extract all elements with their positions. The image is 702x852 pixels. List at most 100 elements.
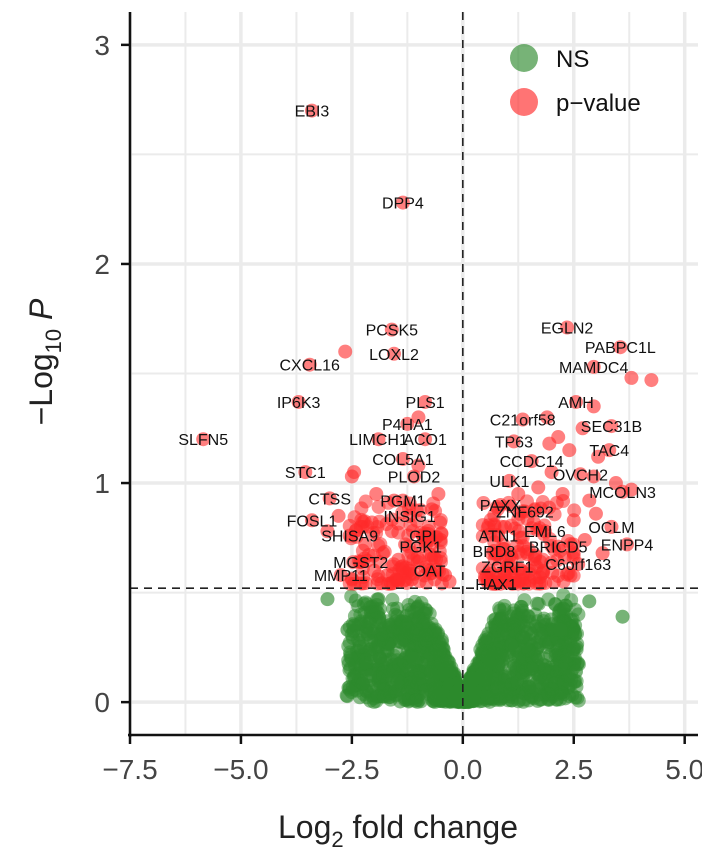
gene-label: C21orf58 [490, 413, 556, 430]
sig-point [568, 394, 583, 409]
sig-point [588, 506, 603, 521]
ns-point [582, 594, 597, 609]
gene-label: CTSS [308, 491, 351, 508]
sig-point [358, 537, 373, 552]
legend-swatch [510, 88, 538, 116]
ns-point [540, 640, 555, 655]
sig-point [497, 519, 512, 534]
ns-point [521, 643, 536, 658]
x-axis-title: Log2 fold change [278, 809, 518, 847]
ns-point [393, 634, 408, 649]
sig-point [424, 502, 439, 517]
ns-point [425, 628, 440, 643]
gene-label: ENPP4 [601, 537, 654, 554]
gene-label: PLS1 [406, 395, 445, 412]
cutoff-lines [130, 12, 698, 735]
ns-point [356, 687, 371, 702]
gene-label: PAXX [480, 498, 522, 515]
sig-point [291, 394, 306, 409]
gene-label: TAC4 [589, 443, 629, 460]
sig-point [502, 473, 517, 488]
sig-point [404, 572, 419, 587]
ns-point [543, 612, 558, 627]
gene-label: EGLN2 [541, 320, 594, 337]
sig-point [504, 550, 519, 565]
ns-point [564, 593, 579, 608]
x-tick-label: 2.5 [554, 754, 593, 785]
legend-label: p−value [556, 90, 641, 117]
ns-point [371, 592, 386, 607]
ns-point [352, 639, 367, 654]
sig-point [302, 357, 317, 372]
sig-point [400, 416, 415, 431]
sig-point [478, 572, 492, 587]
gene-label: SHISA9 [321, 529, 378, 546]
sig-point [384, 322, 399, 337]
gene-label: STC1 [285, 465, 326, 482]
x-tick-label: −2.5 [324, 754, 379, 785]
ns-point [496, 623, 511, 638]
sig-point [493, 497, 508, 512]
gene-label: MGST2 [333, 555, 388, 572]
sig-point [544, 465, 559, 480]
gene-label: ACO1 [403, 432, 447, 449]
ns-point [477, 672, 492, 687]
sig-point [371, 432, 386, 447]
ns-point [433, 693, 448, 708]
sig-point [333, 568, 348, 583]
x-tick-label: −5.0 [213, 754, 268, 785]
sig-point [604, 519, 619, 534]
sig-point [582, 493, 597, 508]
sig-point [475, 529, 490, 544]
ns-point [504, 677, 519, 692]
sig-point [515, 412, 530, 427]
gene-label: PABPC1L [585, 340, 656, 357]
sig-point [431, 487, 446, 501]
significant-points [196, 103, 659, 591]
gene-label: MCOLN3 [589, 485, 656, 502]
sig-point [517, 504, 532, 519]
sig-point [345, 572, 360, 587]
legend-swatch [510, 44, 538, 72]
gene-label: PGK1 [399, 540, 442, 557]
gene-label: HAX1 [475, 577, 517, 594]
sig-point [577, 533, 592, 548]
sig-point [422, 563, 437, 578]
gene-label: OVCH2 [553, 467, 608, 484]
sig-point [402, 508, 417, 523]
sig-point [489, 576, 504, 591]
ns-point [524, 661, 539, 676]
sig-point [367, 563, 382, 578]
ns-point [376, 669, 391, 684]
ns-point [465, 671, 480, 686]
sig-point [358, 494, 373, 509]
sig-point [387, 493, 402, 508]
sig-point [353, 519, 368, 534]
sig-point [644, 373, 659, 388]
gene-label: PLOD2 [388, 469, 441, 486]
sig-point [322, 491, 337, 506]
gene-label: FOSL1 [287, 513, 338, 530]
gene-label: ATN1 [478, 529, 518, 546]
ns-point [481, 650, 496, 665]
sig-point [442, 574, 457, 589]
sig-point [380, 568, 395, 583]
sig-point [353, 554, 368, 569]
sig-point [476, 495, 491, 510]
ns-point [507, 658, 522, 673]
y-tick-label: 3 [94, 30, 110, 61]
ns-point [536, 651, 551, 666]
ns-point [480, 691, 495, 706]
gene-label: INSIG1 [383, 509, 436, 526]
sig-point [506, 434, 521, 449]
gene-label: EBI3 [295, 104, 330, 121]
sig-point [483, 512, 498, 527]
sig-point [562, 443, 577, 458]
gene-label: OAT [414, 564, 446, 581]
sig-point [411, 458, 426, 473]
gene-label: EML6 [524, 524, 566, 541]
sig-point [624, 370, 639, 385]
sig-point [196, 432, 211, 447]
